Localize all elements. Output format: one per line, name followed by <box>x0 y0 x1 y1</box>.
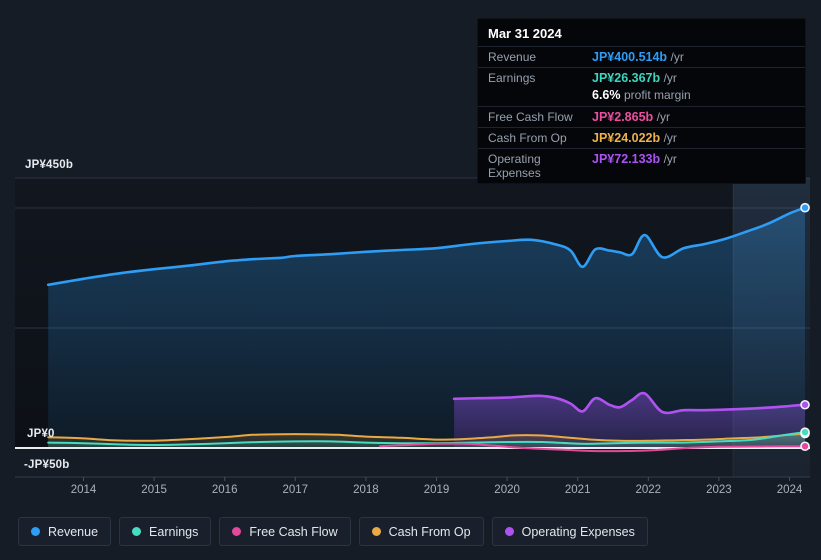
cash-from-op-line <box>47 432 806 442</box>
x-axis-label: 2015 <box>141 484 167 496</box>
tooltip-row-earnings: Earnings JP¥26.367b /yr <box>478 67 805 88</box>
earnings-end-marker <box>800 427 810 437</box>
tooltip-label: Revenue <box>488 50 537 64</box>
tooltip-date: Mar 31 2024 <box>488 26 562 41</box>
x-axis-label: 2023 <box>706 484 732 496</box>
operating-expenses-area <box>454 393 805 448</box>
chart-tooltip: Mar 31 2024 Revenue JP¥400.514b /yr Earn… <box>477 18 806 184</box>
operating-expenses-line <box>452 391 807 415</box>
y-axis-label-bottom: -JP¥50b <box>24 459 70 471</box>
tooltip-label: Cash From Op <box>488 131 567 145</box>
revenue-end-marker <box>800 202 810 213</box>
legend-item-free-cash-flow[interactable]: Free Cash Flow <box>219 517 351 546</box>
legend-item-operating-expenses[interactable]: Operating Expenses <box>491 517 648 546</box>
tooltip-value: JP¥26.367b /yr <box>592 71 677 85</box>
tooltip-label: Operating Expenses <box>488 152 541 180</box>
revenue-area <box>48 207 805 448</box>
x-axis-label: 2024 <box>776 484 803 496</box>
recent-period-highlight <box>733 178 810 477</box>
tooltip-value: JP¥24.022b /yr <box>592 131 677 145</box>
x-axis-label: 2014 <box>70 484 97 496</box>
y-axis-label-top: JP¥450b <box>25 159 74 171</box>
earnings-dot-icon <box>132 527 142 536</box>
tooltip-row-profit-margin: 6.6% profit margin <box>478 88 805 106</box>
x-axis-label: 2019 <box>423 484 450 496</box>
revenue-line <box>46 206 807 287</box>
tooltip-value: 6.6% profit margin <box>592 88 691 102</box>
tooltip-value: JP¥2.865b /yr <box>592 110 670 124</box>
x-axis-label: 2018 <box>353 484 379 496</box>
free-cash-flow-end-marker <box>800 441 810 452</box>
tooltip-label: Free Cash Flow <box>488 110 573 124</box>
cash-from-op-dot-icon <box>371 527 381 536</box>
x-axis-label: 2020 <box>494 484 520 496</box>
x-axis-label: 2017 <box>282 484 309 496</box>
x-axis-label: 2022 <box>635 484 662 496</box>
y-axis-label-zero: JP¥0 <box>27 428 55 440</box>
x-axis-label: 2016 <box>211 484 238 496</box>
legend-item-cash-from-op[interactable]: Cash From Op <box>358 517 484 546</box>
tooltip-value: JP¥72.133b /yr <box>592 152 677 166</box>
legend-item-earnings[interactable]: Earnings <box>119 517 212 546</box>
revenue-dot-icon <box>31 527 40 536</box>
tooltip-row-cash-from-op: Cash From Op JP¥24.022b /yr <box>478 127 805 148</box>
tooltip-value: JP¥400.514b /yr <box>592 50 684 64</box>
chart-legend: Revenue Earnings Free Cash Flow Cash Fro… <box>18 517 648 546</box>
tooltip-row-revenue: Revenue JP¥400.514b /yr <box>478 46 805 67</box>
x-axis-label: 2021 <box>564 484 591 496</box>
operating-expenses-dot-icon <box>504 527 514 536</box>
free-cash-flow-line <box>379 442 806 453</box>
tooltip-row-free-cash-flow: Free Cash Flow JP¥2.865b /yr <box>478 106 805 127</box>
tooltip-row-operating-expenses: Operating Expenses JP¥72.133b /yr <box>478 148 805 183</box>
free-cash-flow-dot-icon <box>232 527 242 536</box>
legend-item-revenue[interactable]: Revenue <box>18 517 112 546</box>
tooltip-label: Earnings <box>488 71 536 85</box>
operating-expenses-end-marker <box>800 399 810 410</box>
